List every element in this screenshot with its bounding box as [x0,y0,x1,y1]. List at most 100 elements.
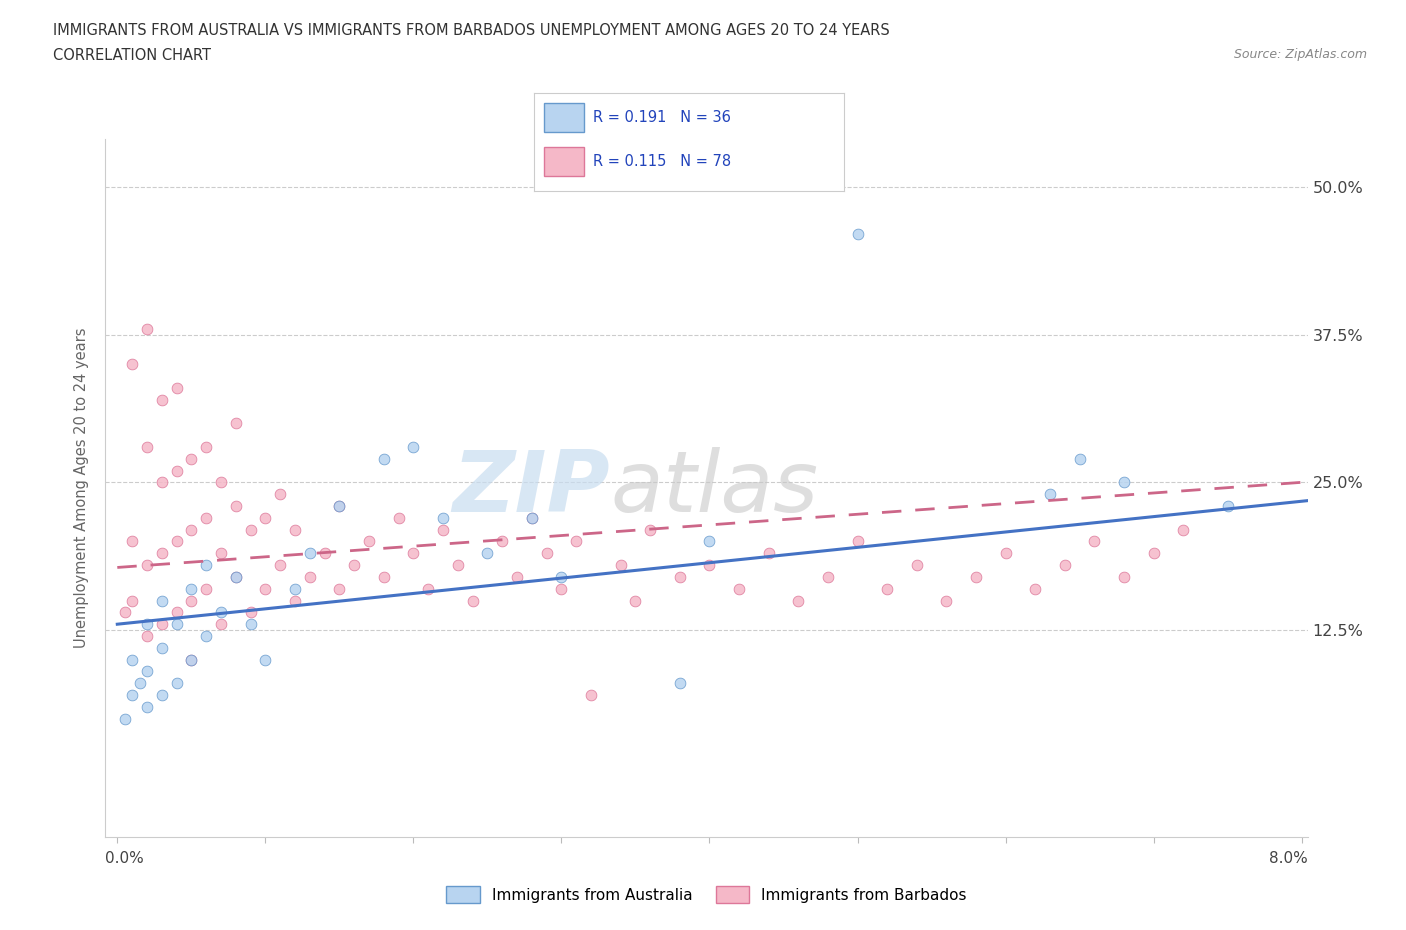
Point [166,380,188,395]
Point [418,581,440,596]
Point [225,498,247,513]
Point [357,534,380,549]
Text: Source: ZipAtlas.com: Source: ZipAtlas.com [1233,48,1367,61]
Point [195,440,218,455]
Point [166,676,188,691]
Point [195,558,218,573]
Point [180,652,202,667]
Bar [544,147,583,176]
Point [284,593,307,608]
Point [477,546,499,561]
Point [876,581,898,596]
Point [254,652,277,667]
Point [180,581,202,596]
Point [209,604,232,619]
Point [579,687,602,702]
Text: R = 0.191   N = 36: R = 0.191 N = 36 [593,111,731,126]
Point [209,546,232,561]
Point [328,498,350,513]
Point [387,511,409,525]
Text: CORRELATION CHART: CORRELATION CHART [53,48,211,63]
Point [550,569,572,584]
Point [225,569,247,584]
Point [135,664,157,679]
Point [1112,475,1135,490]
Point [965,569,987,584]
Point [817,569,839,584]
Point [1083,534,1105,549]
Point [402,546,425,561]
Point [1216,498,1239,513]
Point [432,522,454,537]
Point [328,498,350,513]
Point [166,463,188,478]
Point [402,440,425,455]
Point [609,558,631,573]
Point [284,581,307,596]
Point [728,581,751,596]
Point [135,440,157,455]
Point [166,604,188,619]
Point [195,511,218,525]
Point [166,534,188,549]
Point [1053,558,1076,573]
Point [1039,486,1062,501]
Point [150,593,173,608]
Point [1173,522,1195,537]
Point [669,676,692,691]
Point [239,522,262,537]
Legend: Immigrants from Australia, Immigrants from Barbados: Immigrants from Australia, Immigrants fr… [440,880,973,910]
Point [506,569,529,584]
Point [180,522,202,537]
Point [269,558,291,573]
Point [343,558,366,573]
Point [121,593,143,608]
Point [121,357,143,372]
Text: R = 0.115   N = 78: R = 0.115 N = 78 [593,154,731,169]
Point [491,534,513,549]
Y-axis label: Unemployment Among Ages 20 to 24 years: Unemployment Among Ages 20 to 24 years [75,328,90,648]
Point [624,593,647,608]
Point [114,711,136,726]
Point [269,486,291,501]
Point [180,451,202,466]
Point [239,604,262,619]
Point [994,546,1017,561]
Point [209,617,232,631]
Point [1142,546,1164,561]
Point [150,641,173,656]
Text: 0.0%: 0.0% [105,851,145,866]
Point [135,617,157,631]
Point [565,534,588,549]
Point [254,511,277,525]
Point [284,522,307,537]
Point [520,511,543,525]
Point [150,617,173,631]
Point [135,558,157,573]
Point [314,546,336,561]
Point [298,569,321,584]
Point [520,511,543,525]
Point [180,593,202,608]
Point [121,687,143,702]
Text: ZIP: ZIP [453,446,610,530]
Point [432,511,454,525]
Point [150,687,173,702]
Point [166,617,188,631]
Point [699,534,721,549]
Point [225,416,247,431]
Point [846,534,869,549]
Point [905,558,928,573]
Point [150,475,173,490]
Point [254,581,277,596]
Point [195,581,218,596]
Bar [544,103,583,132]
Point [758,546,780,561]
Text: atlas: atlas [610,446,818,530]
Point [935,593,957,608]
Point [461,593,484,608]
Point [536,546,558,561]
Point [128,676,150,691]
Point [373,569,395,584]
Point [135,629,157,644]
